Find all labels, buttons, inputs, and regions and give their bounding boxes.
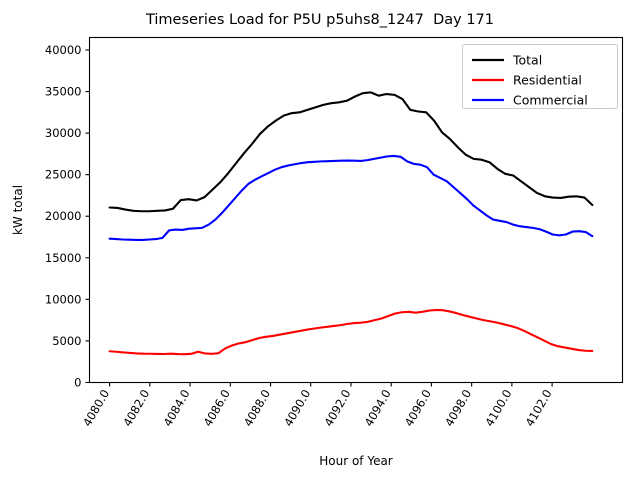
x-axis-title: Hour of Year [319, 454, 393, 468]
x-tick-label: 4102.0 [522, 387, 554, 429]
y-tick-label: 30000 [45, 126, 82, 140]
y-tick-label: 40000 [45, 43, 82, 57]
y-tick-label: 0 [74, 376, 81, 390]
legend-label-commercial: Commercial [513, 93, 588, 108]
chart-legend: Total Residential Commercial [462, 44, 618, 109]
x-tick-label: 4084.0 [160, 387, 192, 429]
series-line-residential [108, 308, 594, 356]
x-tick-label: 4088.0 [241, 387, 273, 429]
x-tick-label: 4090.0 [281, 387, 313, 429]
plot-frame [88, 36, 624, 384]
legend-label-total: Total [512, 53, 542, 68]
x-tick-label: 4082.0 [120, 387, 152, 429]
series-line-total [108, 91, 594, 213]
x-tick-label: 4100.0 [482, 387, 514, 429]
data-series-group [108, 91, 594, 356]
x-tick-label: 4098.0 [442, 387, 474, 429]
y-tick-label: 15000 [45, 251, 82, 265]
y-axis-title: kW total [11, 185, 25, 235]
y-tick-label: 5000 [52, 334, 81, 348]
y-axis-ticks: 0 5000 10000 15000 20000 25000 30000 35000 40000 [45, 43, 90, 390]
y-tick-label: 10000 [45, 292, 82, 306]
y-tick-label: 20000 [45, 209, 82, 223]
x-tick-label: 4094.0 [362, 387, 394, 429]
x-tick-label: 4080.0 [80, 387, 112, 429]
y-tick-label: 35000 [45, 85, 82, 99]
x-axis-ticks: 4080.0 4082.0 4084.0 4086.0 4088.0 4090.0 4092… [80, 382, 555, 429]
legend-label-residential: Residential [513, 73, 582, 88]
series-line-commercial [108, 154, 594, 241]
x-tick-label: 4086.0 [201, 387, 233, 429]
x-tick-label: 4092.0 [321, 387, 353, 429]
chart-title: Timeseries Load for P5U p5uhs8_1247 Day … [145, 12, 495, 28]
y-tick-label: 25000 [45, 168, 82, 182]
x-tick-label: 4096.0 [402, 387, 434, 429]
